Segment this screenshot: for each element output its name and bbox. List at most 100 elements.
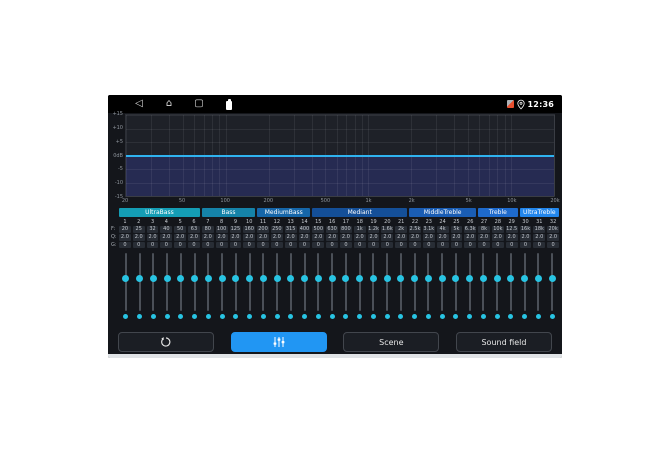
band-indicator-dot[interactable] — [178, 314, 184, 319]
band-indicator-dot[interactable] — [274, 314, 280, 319]
gain-slider-handle[interactable] — [534, 275, 542, 282]
band-group-bass[interactable]: Bass — [201, 208, 256, 217]
slider-track[interactable] — [358, 253, 361, 311]
band-slider-21[interactable] — [394, 250, 408, 328]
band-indicator-dot[interactable] — [233, 314, 239, 319]
slider-track[interactable] — [262, 253, 265, 311]
band-slider-22[interactable] — [408, 250, 422, 328]
gain-slider-handle[interactable] — [507, 275, 515, 282]
slider-track[interactable] — [468, 253, 471, 311]
band-slider-29[interactable] — [504, 250, 518, 328]
band-indicator-dot[interactable] — [343, 314, 349, 319]
band-indicator-dot[interactable] — [137, 314, 143, 319]
slider-track[interactable] — [399, 253, 402, 311]
band-slider-24[interactable] — [435, 250, 449, 328]
gain-slider-handle[interactable] — [424, 275, 432, 282]
slider-track[interactable] — [496, 253, 499, 311]
band-indicator-dot[interactable] — [260, 314, 266, 319]
band-slider-10[interactable] — [243, 250, 257, 328]
slider-track[interactable] — [276, 253, 279, 311]
band-indicator-dot[interactable] — [522, 314, 528, 319]
band-group-mediumbass[interactable]: MediumBass — [257, 208, 311, 217]
slider-track[interactable] — [413, 253, 416, 311]
band-indicator-dot[interactable] — [219, 314, 225, 319]
band-slider-30[interactable] — [518, 250, 532, 328]
band-slider-23[interactable] — [422, 250, 436, 328]
gain-slider-handle[interactable] — [177, 275, 185, 282]
gain-slider-handle[interactable] — [232, 275, 240, 282]
gain-slider-handle[interactable] — [479, 275, 487, 282]
home-icon[interactable]: ⌂ — [165, 98, 173, 109]
band-indicator-dot[interactable] — [480, 314, 486, 319]
band-slider-17[interactable] — [339, 250, 353, 328]
slider-track[interactable] — [331, 253, 334, 311]
slider-track[interactable] — [344, 253, 347, 311]
band-indicator-dot[interactable] — [384, 314, 390, 319]
gain-slider-handle[interactable] — [383, 275, 391, 282]
slider-track[interactable] — [221, 253, 224, 311]
band-slider-31[interactable] — [532, 250, 546, 328]
band-slider-12[interactable] — [270, 250, 284, 328]
band-indicator-dot[interactable] — [192, 314, 198, 319]
reset-button[interactable] — [118, 332, 214, 352]
slider-track[interactable] — [193, 253, 196, 311]
gain-slider-handle[interactable] — [411, 275, 419, 282]
band-indicator-dot[interactable] — [398, 314, 404, 319]
gain-slider-handle[interactable] — [314, 275, 322, 282]
band-slider-18[interactable] — [353, 250, 367, 328]
band-slider-27[interactable] — [477, 250, 491, 328]
band-indicator-dot[interactable] — [453, 314, 459, 319]
band-slider-6[interactable] — [188, 250, 202, 328]
slider-track[interactable] — [152, 253, 155, 311]
band-slider-26[interactable] — [463, 250, 477, 328]
gain-slider-handle[interactable] — [163, 275, 171, 282]
band-group-treble[interactable]: Treble — [478, 208, 518, 217]
gain-slider-handle[interactable] — [342, 275, 350, 282]
gain-slider-handle[interactable] — [149, 275, 157, 282]
slider-track[interactable] — [454, 253, 457, 311]
band-indicator-dot[interactable] — [439, 314, 445, 319]
slider-track[interactable] — [537, 253, 540, 311]
band-indicator-dot[interactable] — [288, 314, 294, 319]
band-indicator-dot[interactable] — [467, 314, 473, 319]
band-slider-14[interactable] — [298, 250, 312, 328]
band-slider-2[interactable] — [133, 250, 147, 328]
band-indicator-dot[interactable] — [357, 314, 363, 319]
gain-slider-handle[interactable] — [328, 275, 336, 282]
band-indicator-dot[interactable] — [315, 314, 321, 319]
slider-track[interactable] — [523, 253, 526, 311]
scene-button[interactable]: Scene — [343, 332, 440, 352]
gain-slider-handle[interactable] — [438, 275, 446, 282]
slider-track[interactable] — [138, 253, 141, 311]
band-group-mediant[interactable]: Mediant — [312, 208, 408, 217]
slider-track[interactable] — [303, 253, 306, 311]
band-slider-28[interactable] — [490, 250, 504, 328]
gain-slider-handle[interactable] — [369, 275, 377, 282]
slider-track[interactable] — [124, 253, 127, 311]
gain-slider-handle[interactable] — [397, 275, 405, 282]
back-icon[interactable]: ◁ — [135, 98, 143, 109]
band-slider-15[interactable] — [312, 250, 326, 328]
slider-track[interactable] — [179, 253, 182, 311]
band-slider-8[interactable] — [215, 250, 229, 328]
gain-slider-handle[interactable] — [204, 275, 212, 282]
band-indicator-dot[interactable] — [370, 314, 376, 319]
gain-slider-handle[interactable] — [356, 275, 364, 282]
gain-slider-handle[interactable] — [466, 275, 474, 282]
gain-slider-handle[interactable] — [452, 275, 460, 282]
slider-track[interactable] — [289, 253, 292, 311]
sound-field-button[interactable]: Sound field — [455, 332, 552, 352]
band-indicator-dot[interactable] — [549, 314, 555, 319]
band-slider-11[interactable] — [257, 250, 271, 328]
slider-track[interactable] — [207, 253, 210, 311]
band-indicator-dot[interactable] — [494, 314, 500, 319]
gain-slider-handle[interactable] — [122, 275, 130, 282]
slider-track[interactable] — [166, 253, 169, 311]
band-indicator-dot[interactable] — [425, 314, 431, 319]
band-slider-5[interactable] — [174, 250, 188, 328]
band-indicator-dot[interactable] — [247, 314, 253, 319]
band-slider-19[interactable] — [367, 250, 381, 328]
band-slider-9[interactable] — [229, 250, 243, 328]
gain-slider-handle[interactable] — [273, 275, 281, 282]
gain-slider-handle[interactable] — [493, 275, 501, 282]
